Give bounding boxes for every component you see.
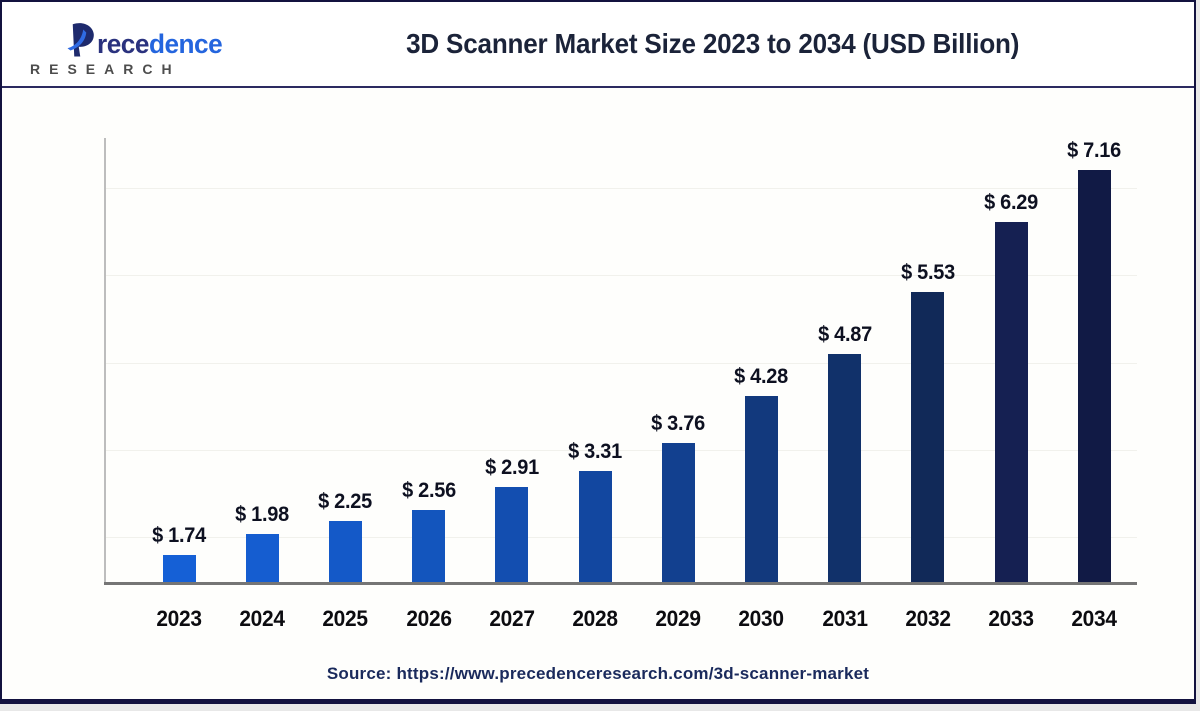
gridline (106, 188, 1137, 189)
x-tick-label-2029: 2029 (655, 606, 702, 631)
bar-2029 (661, 443, 695, 582)
x-tick-label-2026: 2026 (405, 606, 452, 631)
x-tick-label-2034: 2034 (1071, 606, 1118, 631)
brand-subtitle: RESEARCH (30, 61, 181, 77)
bar-2034 (1077, 170, 1111, 582)
bar-value-label-2025: $ 2.25 (318, 490, 373, 513)
bar-2032 (911, 292, 945, 582)
bar-value-label-2029: $ 3.76 (651, 412, 706, 435)
x-tick-label-2025: 2025 (322, 606, 369, 631)
x-tick-label-2032: 2032 (905, 606, 951, 631)
bar-value-label-2034: $ 7.16 (1067, 139, 1122, 162)
precedence-research-logo: recedence RESEARCH (2, 12, 232, 76)
bar-value-label-2032: $ 5.53 (900, 261, 955, 284)
gridline (106, 275, 1137, 276)
x-tick-label-2030: 2030 (738, 606, 785, 631)
bar-2025 (328, 521, 362, 582)
gridline (106, 537, 1137, 538)
gridline (106, 450, 1137, 451)
logo-wordmark: recedence (66, 22, 232, 58)
bar-value-label-2033: $ 6.29 (984, 191, 1038, 214)
brand-name: recedence (97, 29, 223, 59)
bar-value-label-2030: $ 4.28 (734, 365, 789, 388)
x-axis-line (104, 582, 1137, 585)
source-citation: Source: https://www.precedenceresearch.c… (326, 664, 870, 683)
bar-value-label-2031: $ 4.87 (817, 323, 872, 346)
x-tick-label-2024: 2024 (239, 606, 286, 631)
header: recedence RESEARCH 3D Scanner Market Siz… (2, 2, 1194, 88)
bar-value-label-2028: $ 3.31 (568, 440, 622, 463)
bar-2026 (412, 510, 446, 582)
x-tick-label-2033: 2033 (988, 606, 1034, 631)
x-tick-label-2031: 2031 (821, 606, 868, 631)
gridline (106, 363, 1137, 364)
bar-2033 (994, 222, 1028, 582)
bar-value-label-2027: $ 2.91 (484, 456, 539, 479)
bar-2030 (744, 396, 778, 582)
plot-area: Source: https://www.precedenceresearch.c… (2, 88, 1194, 699)
bar-value-label-2026: $ 2.56 (401, 479, 456, 502)
y-axis-line (104, 138, 106, 582)
bar-2027 (495, 487, 529, 582)
bar-2031 (828, 354, 862, 582)
chart-title: 3D Scanner Market Size 2023 to 2034 (USD… (406, 28, 1020, 59)
bar-2028 (578, 471, 612, 582)
title-area: 3D Scanner Market Size 2023 to 2034 (USD… (232, 28, 1194, 60)
bar-value-label-2024: $ 1.98 (235, 503, 290, 526)
bar-2024 (245, 534, 279, 582)
bar-2023 (162, 555, 196, 582)
leaf-p-logo-icon (67, 23, 94, 57)
bar-value-label-2023: $ 1.74 (152, 524, 206, 547)
x-tick-label-2028: 2028 (572, 606, 618, 631)
x-tick-label-2027: 2027 (489, 606, 535, 631)
x-tick-label-2023: 2023 (156, 606, 202, 631)
